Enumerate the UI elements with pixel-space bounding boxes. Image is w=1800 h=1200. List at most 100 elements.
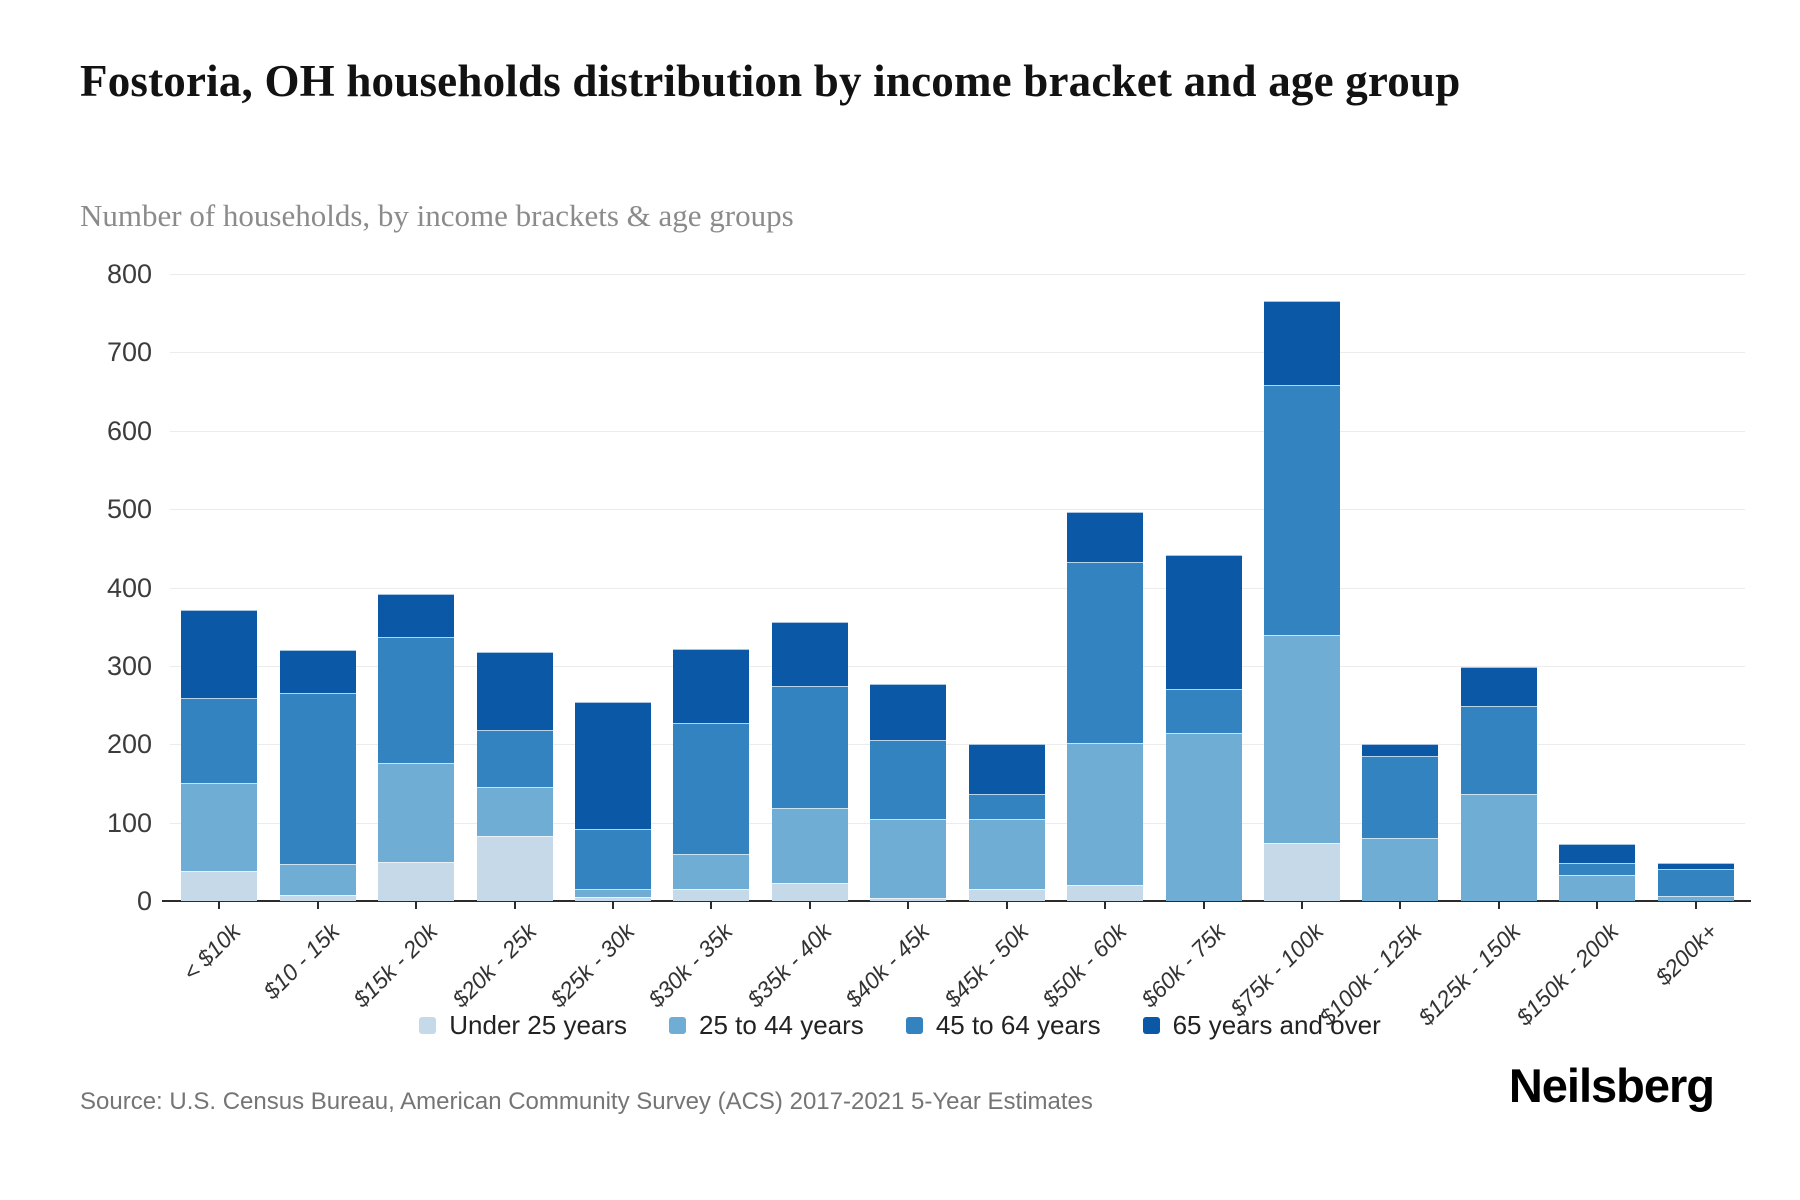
legend-label: 45 to 64 years (935, 1010, 1101, 1040)
bar-segment[interactable] (771, 686, 848, 808)
x-tick (1202, 901, 1205, 909)
legend-swatch-icon (1142, 1017, 1160, 1034)
bar-segment[interactable] (673, 723, 750, 854)
gridline-y-500 (170, 509, 1745, 511)
x-tick (1497, 901, 1500, 909)
source-note: Source: U.S. Census Bureau, American Com… (80, 1088, 1093, 1115)
bar-segment[interactable] (673, 648, 750, 724)
y-axis-tick-label: 300 (106, 650, 152, 681)
bar-segment[interactable] (378, 861, 455, 901)
bar-segment[interactable] (1165, 689, 1242, 733)
bar-segment[interactable] (1067, 512, 1144, 563)
bar-segment[interactable] (1657, 896, 1734, 901)
bar-segment[interactable] (476, 651, 553, 731)
bar-segment[interactable] (1165, 555, 1242, 690)
stacked-bar-$150k - 200k (1559, 843, 1636, 901)
bar-segment[interactable] (1264, 634, 1341, 844)
bar-segment[interactable] (870, 683, 947, 740)
bar-segment[interactable] (673, 853, 750, 890)
bar-segment[interactable] (1067, 885, 1144, 901)
bar-segment[interactable] (574, 897, 651, 901)
bar-slot-1 (170, 274, 268, 901)
x-tick (513, 901, 516, 909)
bar-segment[interactable] (1264, 385, 1341, 635)
bar-segment[interactable] (1264, 301, 1341, 386)
bar-segment[interactable] (476, 835, 553, 901)
bar-segment[interactable] (476, 730, 553, 788)
x-tick (611, 901, 614, 909)
bar-segment[interactable] (181, 871, 258, 901)
bar-segment[interactable] (1067, 743, 1144, 886)
bar-segment[interactable] (968, 744, 1045, 794)
neilsberg-logo: Neilsberg (1508, 1059, 1715, 1112)
bar-segment[interactable] (1165, 732, 1242, 901)
bar-segment[interactable] (181, 698, 258, 783)
x-tick (1596, 901, 1599, 909)
bar-segment[interactable] (378, 593, 455, 637)
bar-segment[interactable] (1460, 666, 1537, 706)
bar-segment[interactable] (771, 622, 848, 687)
bar-segment[interactable] (279, 693, 356, 865)
bar-segment[interactable] (968, 793, 1045, 819)
bar-segment[interactable] (673, 889, 750, 901)
bar-segment[interactable] (1067, 562, 1144, 744)
bar-segment[interactable] (771, 882, 848, 901)
bar-segment[interactable] (476, 787, 553, 836)
bar-segment[interactable] (1657, 868, 1734, 897)
gridline-y-800 (170, 274, 1745, 275)
stacked-bar-$35k - 40k (771, 622, 848, 901)
bar-segment[interactable] (181, 610, 258, 699)
bar-segment[interactable] (968, 818, 1045, 890)
bar-segment[interactable] (1460, 705, 1537, 794)
bar-segment[interactable] (378, 636, 455, 764)
bar-segment[interactable] (1657, 862, 1734, 869)
bar-slot-2 (268, 274, 366, 901)
stacked-bar-$45k - 50k (968, 744, 1045, 901)
bar-segment[interactable] (378, 763, 455, 862)
x-axis-tick-label: $45k - 50k (938, 918, 1034, 1013)
gridline-y-200 (170, 744, 1745, 746)
bar-segment[interactable] (1264, 843, 1341, 901)
bar-segment[interactable] (279, 864, 356, 895)
x-axis-line (162, 900, 1751, 902)
bar-segment[interactable] (181, 782, 258, 872)
bar-segment[interactable] (1362, 837, 1439, 901)
chart-legend: Under 25 years 25 to 44 years 45 to 64 yea… (0, 1010, 1800, 1041)
bar-slot-3 (367, 274, 465, 901)
x-tick (316, 901, 319, 909)
bar-segment[interactable] (870, 818, 947, 898)
bar-segment[interactable] (279, 650, 356, 694)
x-tick (415, 901, 418, 909)
bar-segment[interactable] (1559, 862, 1636, 876)
bar-segment[interactable] (870, 897, 947, 901)
bar-segment[interactable] (279, 894, 356, 901)
bar-segment[interactable] (574, 889, 651, 898)
legend-label: 25 to 44 years (699, 1010, 864, 1040)
bar-segment[interactable] (771, 807, 848, 883)
y-axis-tick-label: 400 (106, 572, 152, 603)
bar-segment[interactable] (1362, 744, 1439, 757)
x-tick (1694, 901, 1697, 909)
bar-segment[interactable] (1362, 756, 1439, 838)
x-axis-tick-label: $40k - 45k (840, 918, 935, 1013)
stacked-bar-$100k - 125k (1362, 744, 1439, 901)
bar-segment[interactable] (870, 739, 947, 819)
x-axis-tick-label: $75k - 100k (1225, 918, 1329, 1022)
stacked-bar-$10 - 15k (279, 650, 356, 901)
stacked-bar-$25k - 30k (574, 701, 651, 901)
bar-slot-8 (859, 274, 957, 901)
bar-segment[interactable] (968, 889, 1045, 901)
bar-segment[interactable] (1559, 843, 1636, 863)
x-tick (1005, 901, 1008, 909)
bar-segment[interactable] (574, 828, 651, 890)
x-tick (1301, 901, 1304, 909)
bar-segment[interactable] (574, 701, 651, 829)
stacked-bar-$20k - 25k (476, 651, 553, 901)
x-axis-tick-label: $200k+ (1649, 918, 1723, 991)
x-tick (808, 901, 811, 909)
bar-slot-14 (1450, 274, 1548, 901)
stacked-bar-$125k - 150k (1460, 666, 1537, 901)
bar-segment[interactable] (1460, 793, 1537, 901)
bar-segment[interactable] (1559, 875, 1636, 901)
bar-slot-11 (1154, 274, 1252, 901)
